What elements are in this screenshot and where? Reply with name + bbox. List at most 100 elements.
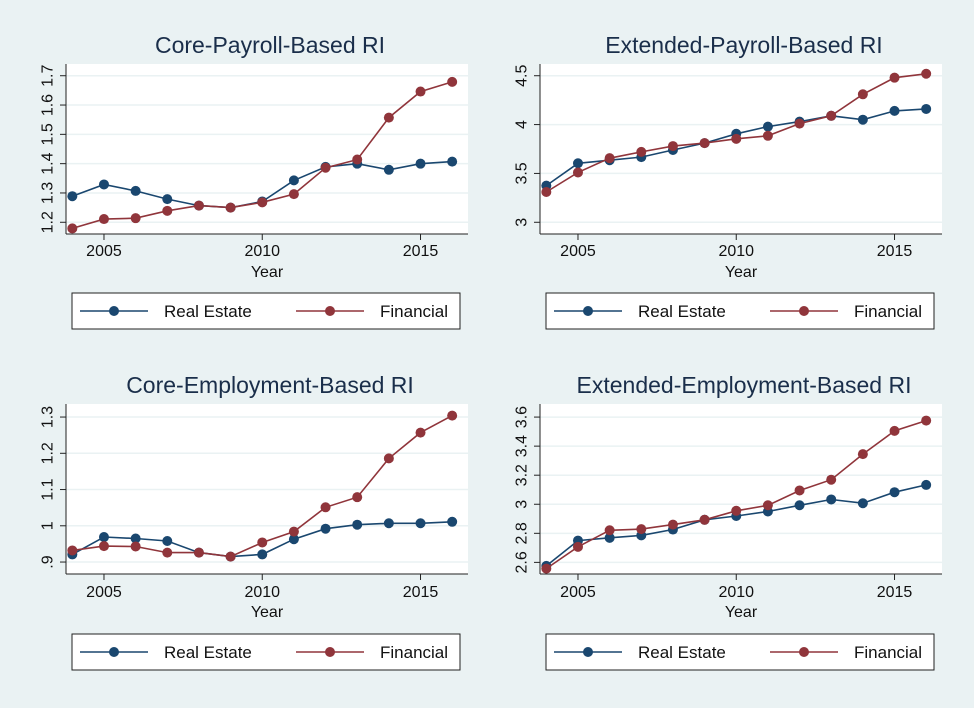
data-point	[162, 205, 173, 216]
legend-item-financial: Financial	[770, 302, 922, 321]
data-point	[572, 167, 583, 178]
y-tick-label: 3	[514, 500, 531, 509]
legend-box	[545, 633, 935, 671]
data-point	[826, 494, 837, 505]
data-point	[383, 453, 394, 464]
x-tick-label: 2005	[560, 243, 596, 260]
x-tick-label: 2015	[877, 584, 913, 601]
data-point	[541, 563, 552, 574]
data-point	[921, 415, 932, 426]
data-point	[288, 526, 299, 537]
series-financial	[67, 76, 458, 234]
data-point	[857, 89, 868, 100]
chart-title: Core-Employment-Based RI	[126, 372, 414, 398]
data-point	[383, 112, 394, 123]
chart-title: Extended-Payroll-Based RI	[605, 32, 882, 58]
x-tick-label: 2005	[86, 584, 122, 601]
x-tick-label: 2010	[244, 584, 280, 601]
legend-marker	[325, 306, 335, 316]
data-point	[67, 191, 78, 202]
y-tick-label: 1.2	[40, 442, 57, 464]
x-tick-label: 2005	[560, 584, 596, 601]
legend-item-real-estate: Real Estate	[80, 302, 252, 321]
data-point	[415, 86, 426, 97]
data-point	[794, 485, 805, 496]
data-point	[541, 186, 552, 197]
data-point	[257, 197, 268, 208]
data-point	[130, 533, 141, 544]
data-point	[857, 498, 868, 509]
x-tick-label: 2015	[877, 243, 913, 260]
plot-area	[66, 64, 468, 234]
y-tick-label: 2.8	[514, 522, 531, 544]
y-tick-label: 1.3	[40, 182, 57, 204]
x-tick-label: 2010	[718, 584, 754, 601]
data-point	[667, 141, 678, 152]
y-tick-label: 1.7	[40, 65, 57, 87]
data-point	[857, 114, 868, 125]
data-point	[415, 427, 426, 438]
data-point	[257, 549, 268, 560]
chart-title: Core-Payroll-Based RI	[155, 32, 385, 58]
legend-item-financial: Financial	[296, 643, 448, 662]
legend-marker	[799, 647, 809, 657]
legend: Real Estate Financial	[71, 633, 461, 671]
legend-marker	[325, 647, 335, 657]
data-point	[130, 185, 141, 196]
legend-label: Real Estate	[638, 302, 726, 321]
x-tick-label: 2015	[403, 243, 439, 260]
data-point	[636, 146, 647, 157]
data-point	[699, 514, 710, 525]
y-tick-label: 4.5	[514, 65, 531, 87]
panel-1: Core-Payroll-Based RI 1.2 1.3 1.4 1.5 1.6 1.7 2…	[40, 32, 468, 330]
data-point	[921, 103, 932, 114]
series-financial	[541, 415, 932, 574]
data-point	[447, 76, 458, 87]
data-point	[67, 223, 78, 234]
plot-area	[540, 64, 942, 234]
data-point	[604, 532, 615, 543]
legend-marker	[583, 647, 593, 657]
y-tick-label: 1.2	[40, 211, 57, 233]
x-tick-label: 2010	[718, 243, 754, 260]
data-point	[193, 547, 204, 558]
data-point	[352, 492, 363, 503]
y-tick-label: 3.5	[514, 162, 531, 184]
plot-area	[540, 404, 942, 574]
data-point	[225, 202, 236, 213]
legend-label: Financial	[380, 643, 448, 662]
legend: Real Estate Financial	[545, 292, 935, 330]
y-tick-label: 1	[40, 521, 57, 530]
legend-marker	[799, 306, 809, 316]
y-tick-label: 1.3	[40, 406, 57, 428]
data-point	[98, 214, 109, 225]
data-point	[794, 118, 805, 129]
data-point	[320, 502, 331, 513]
y-tick-label: 4	[514, 120, 531, 129]
data-point	[826, 474, 837, 485]
data-point	[699, 138, 710, 149]
series-financial	[67, 410, 458, 562]
legend-item-real-estate: Real Estate	[554, 302, 726, 321]
data-point	[889, 72, 900, 83]
panel-3: Core-Employment-Based RI .9 1 1.1 1.2 1.3 2005…	[40, 372, 468, 671]
legend-item-real-estate: Real Estate	[554, 643, 726, 662]
legend-label: Real Estate	[164, 643, 252, 662]
data-point	[257, 537, 268, 548]
data-point	[130, 541, 141, 552]
y-tick-label: 2.6	[514, 551, 531, 573]
data-point	[225, 551, 236, 562]
x-axis-label: Year	[251, 264, 284, 281]
data-point	[447, 516, 458, 527]
data-point	[889, 487, 900, 498]
y-tick-label: 3	[514, 218, 531, 227]
data-point	[857, 449, 868, 460]
data-point	[826, 110, 837, 121]
legend: Real Estate Financial	[71, 292, 461, 330]
panel-4: Extended-Employment-Based RI 2.6 2.8 3 3.2 3.…	[514, 372, 942, 671]
y-tick-label: 1.5	[40, 123, 57, 145]
data-point	[352, 519, 363, 530]
data-point	[604, 153, 615, 164]
data-point	[98, 179, 109, 190]
